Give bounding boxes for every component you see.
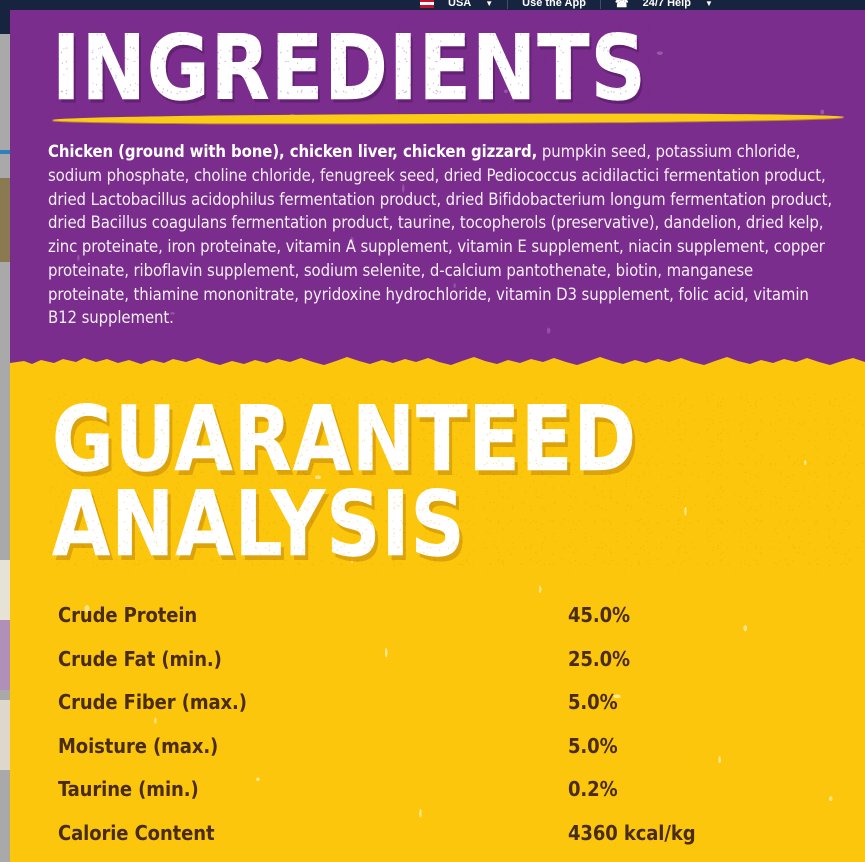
ingredients-heading: INGREDIENTS — [47, 15, 652, 121]
gutter-stripe — [0, 620, 10, 690]
analysis-value: 45.0% — [568, 603, 630, 628]
phone-icon: ☎ — [614, 0, 629, 10]
gutter-stripe — [0, 178, 10, 262]
nav-region-label[interactable]: USA — [448, 0, 472, 9]
table-row: Crude Fiber (max.) 5.0% — [48, 690, 838, 734]
analysis-label: Taurine (min.) — [58, 777, 199, 802]
analysis-label: Crude Fat (min.) — [58, 646, 222, 671]
nav-divider — [507, 0, 509, 9]
analysis-value: 4360 kcal/kg — [568, 820, 696, 845]
torn-paper-edge-divider — [10, 354, 865, 376]
nav-divider — [599, 0, 601, 9]
ingredients-secondary-text: pumpkin seed, potassium chloride, sodium… — [48, 142, 833, 328]
analysis-label: Moisture (max.) — [58, 733, 219, 758]
chevron-down-icon[interactable]: ▼ — [704, 0, 713, 8]
guaranteed-analysis-table: Crude Protein 45.0% Crude Fat (min.) 25.… — [48, 603, 838, 862]
site-nav-bar[interactable]: USA ▼ Use the App ☎ 24/7 Help ▼ — [0, 0, 865, 10]
ingredients-analysis-panel: INGREDIENTS Chicken (ground with bone), … — [10, 8, 865, 862]
nav-help-link[interactable]: 24/7 Help — [642, 0, 691, 9]
guaranteed-analysis-heading: GUARANTEED ANALYSIS — [47, 392, 865, 573]
gutter-stripe — [0, 150, 10, 154]
analysis-label: Crude Protein — [58, 603, 198, 628]
ingredients-section: INGREDIENTS Chicken (ground with bone), … — [10, 8, 865, 355]
table-row: Calorie Content 4360 kcal/kg — [48, 821, 838, 862]
analysis-value: 5.0% — [568, 690, 618, 715]
analysis-label: Calorie Content — [58, 820, 215, 845]
gutter-stripe — [0, 560, 10, 620]
table-row: Taurine (min.) 0.2% — [48, 777, 838, 821]
gutter-stripe — [0, 10, 10, 34]
table-row: Moisture (max.) 5.0% — [48, 734, 838, 778]
ingredients-text: Chicken (ground with bone), chicken live… — [48, 140, 838, 330]
gutter-stripe — [0, 700, 10, 770]
analysis-value: 25.0% — [568, 646, 630, 671]
analysis-label: Crude Fiber (max.) — [58, 690, 247, 715]
analysis-value: 0.2% — [568, 777, 618, 802]
page-left-gutter — [0, 0, 10, 862]
usa-flag-icon — [420, 0, 434, 8]
analysis-table-body: Crude Protein 45.0% Crude Fat (min.) 25.… — [48, 603, 838, 862]
guaranteed-analysis-section: GUARANTEED ANALYSIS Crude Protein 45.0% … — [10, 375, 865, 862]
table-row: Crude Protein 45.0% — [48, 603, 838, 647]
ingredients-primary-text: Chicken (ground with bone), chicken live… — [48, 142, 538, 162]
nav-use-the-app-link[interactable]: Use the App — [522, 0, 586, 9]
chevron-down-icon[interactable]: ▼ — [485, 0, 494, 8]
analysis-value: 5.0% — [568, 733, 618, 758]
table-row: Crude Fat (min.) 25.0% — [48, 647, 838, 691]
